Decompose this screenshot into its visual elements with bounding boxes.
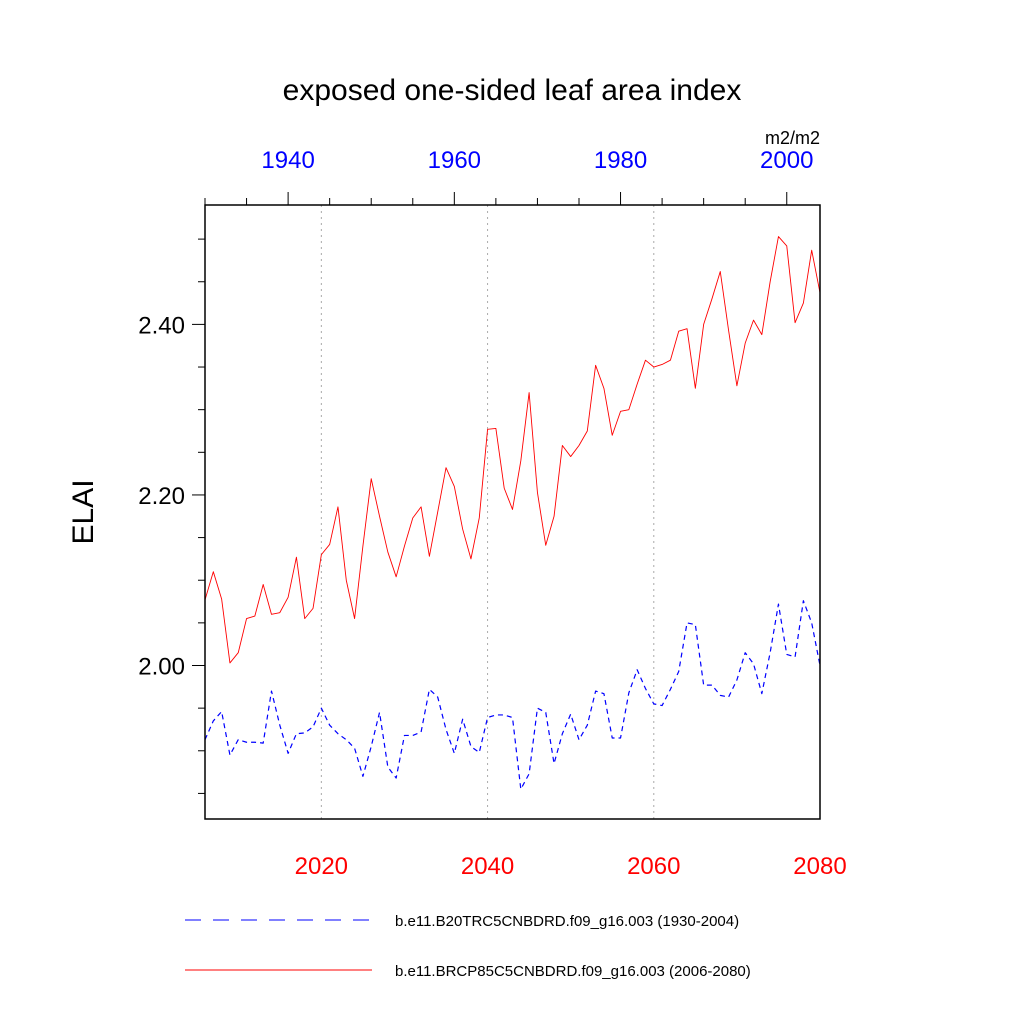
bottom-tick-label: 2060: [627, 853, 680, 880]
series-line-2: [204, 236, 821, 664]
y-axis-label: ELAI: [67, 479, 100, 544]
grid: [320, 205, 655, 819]
series-line-1: [204, 600, 821, 790]
chart-title: exposed one-sided leaf area index: [283, 74, 742, 107]
axes: 2.00 2.20 2.40 1940 1960 1980 2000 2020 2040 2060…: [138, 147, 846, 880]
top-tick-label: 1940: [261, 147, 314, 174]
plot-frame: [204, 204, 821, 820]
top-tick-label: 1960: [428, 147, 481, 174]
series-group: [204, 236, 821, 790]
y-tick-label: 2.40: [138, 312, 185, 339]
top-tick-label: 1980: [594, 147, 647, 174]
units-label: m2/m2: [765, 128, 820, 148]
bottom-tick-label: 2040: [461, 853, 514, 880]
legend-label-2: b.e11.BRCP85C5CNBDRD.f09_g16.003 (2006-2…: [395, 963, 751, 980]
legend: b.e11.B20TRC5CNBDRD.f09_g16.003 (1930-20…: [185, 913, 751, 980]
top-tick-label: 2000: [760, 147, 813, 174]
bottom-tick-label: 2020: [295, 853, 348, 880]
y-tick-label: 2.00: [138, 654, 185, 681]
y-tick-label: 2.20: [138, 483, 185, 510]
bottom-tick-label: 2080: [793, 853, 846, 880]
legend-label-1: b.e11.B20TRC5CNBDRD.f09_g16.003 (1930-20…: [395, 913, 739, 930]
